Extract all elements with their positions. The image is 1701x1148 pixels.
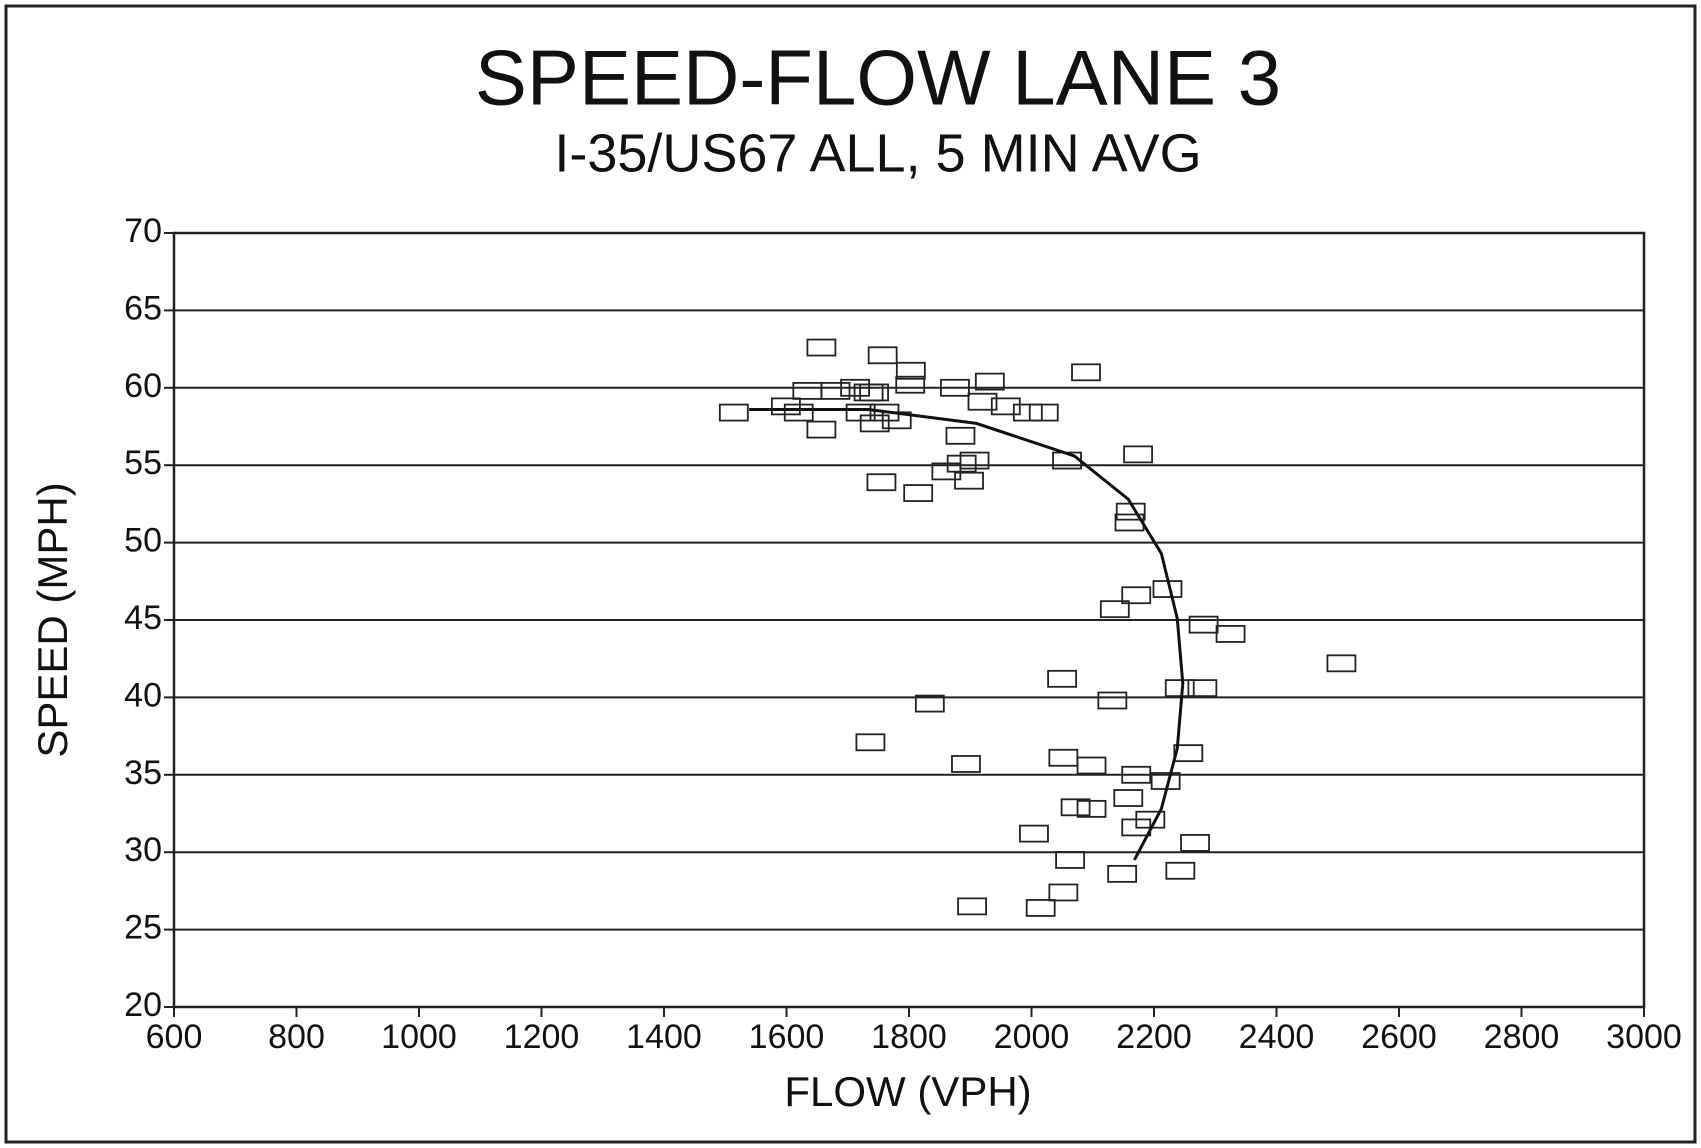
point bbox=[1012, 403, 1043, 422]
x-axis-label: FLOW (VPH) bbox=[784, 1068, 1031, 1115]
point bbox=[859, 414, 890, 433]
point bbox=[1076, 799, 1107, 818]
point bbox=[855, 733, 886, 752]
point bbox=[1025, 899, 1056, 917]
plot-area bbox=[172, 231, 1646, 1009]
point bbox=[1060, 798, 1091, 817]
point bbox=[967, 392, 998, 411]
point bbox=[859, 383, 889, 402]
point bbox=[946, 454, 977, 473]
point bbox=[1047, 669, 1078, 688]
point bbox=[806, 338, 837, 357]
point bbox=[770, 397, 801, 416]
y-tick-label: 55 bbox=[124, 444, 162, 482]
x-tick-label: 2800 bbox=[1484, 1018, 1560, 1056]
point bbox=[718, 403, 749, 422]
y-tick-label: 25 bbox=[124, 909, 162, 947]
point bbox=[1113, 789, 1144, 807]
x-tick-label: 800 bbox=[268, 1018, 325, 1056]
x-tick-label: 1400 bbox=[626, 1018, 702, 1056]
chart-subtitle: I-35/US67 ALL, 5 MIN AVG bbox=[554, 123, 1201, 183]
point bbox=[1165, 861, 1196, 880]
point bbox=[1107, 864, 1138, 883]
y-tick-label: 60 bbox=[124, 367, 162, 405]
point bbox=[974, 372, 1005, 391]
x-tick-label: 1600 bbox=[749, 1018, 825, 1056]
point bbox=[806, 420, 837, 439]
x-tick-label: 2600 bbox=[1361, 1018, 1437, 1056]
point bbox=[990, 397, 1021, 416]
point bbox=[903, 484, 934, 502]
x-tick-label: 1000 bbox=[381, 1018, 457, 1056]
point bbox=[1215, 625, 1246, 643]
point bbox=[1326, 654, 1357, 673]
y-tick-label: 35 bbox=[124, 754, 162, 792]
point bbox=[1180, 834, 1210, 852]
point bbox=[1188, 615, 1219, 634]
point bbox=[959, 451, 990, 470]
point bbox=[1099, 600, 1130, 619]
point bbox=[1071, 363, 1101, 382]
point bbox=[914, 694, 945, 713]
y-tick-label: 50 bbox=[124, 522, 162, 560]
point bbox=[895, 361, 926, 380]
y-tick-label: 40 bbox=[124, 676, 162, 714]
y-tick-label: 45 bbox=[124, 599, 162, 637]
point bbox=[1076, 756, 1107, 775]
frame bbox=[4, 4, 1697, 1144]
point bbox=[866, 473, 897, 492]
point bbox=[1173, 744, 1204, 763]
y-tick-label: 20 bbox=[124, 986, 162, 1024]
chart-title: SPEED-FLOW LANE 3 bbox=[475, 34, 1281, 122]
point bbox=[1121, 765, 1152, 784]
point bbox=[940, 378, 970, 397]
point bbox=[820, 381, 851, 400]
point bbox=[1048, 883, 1079, 902]
x-tick-label: 2000 bbox=[994, 1018, 1070, 1056]
point bbox=[1097, 691, 1128, 710]
point bbox=[867, 346, 898, 365]
x-tick-label: 600 bbox=[146, 1018, 203, 1056]
x-tick-label: 1200 bbox=[504, 1018, 580, 1056]
point bbox=[945, 426, 976, 445]
point bbox=[1187, 679, 1218, 698]
point bbox=[783, 403, 814, 422]
point bbox=[1055, 851, 1085, 869]
y-tick-label: 70 bbox=[124, 212, 162, 250]
fit-curve bbox=[749, 407, 1185, 861]
point bbox=[1019, 824, 1049, 843]
x-tick-label: 2200 bbox=[1116, 1018, 1192, 1056]
y-tick-label: 30 bbox=[124, 831, 162, 869]
point bbox=[954, 471, 984, 490]
x-tick-label: 2400 bbox=[1239, 1018, 1315, 1056]
x-tick-label: 1800 bbox=[871, 1018, 947, 1056]
point bbox=[895, 375, 926, 394]
point bbox=[1123, 445, 1153, 464]
point bbox=[951, 755, 981, 773]
x-tick-label: 3000 bbox=[1606, 1018, 1682, 1056]
point bbox=[1121, 586, 1152, 605]
y-tick-label: 65 bbox=[124, 289, 162, 327]
point bbox=[957, 897, 987, 916]
point bbox=[1164, 679, 1195, 698]
point bbox=[1028, 403, 1059, 422]
y-axis-label: SPEED (MPH) bbox=[29, 482, 76, 757]
